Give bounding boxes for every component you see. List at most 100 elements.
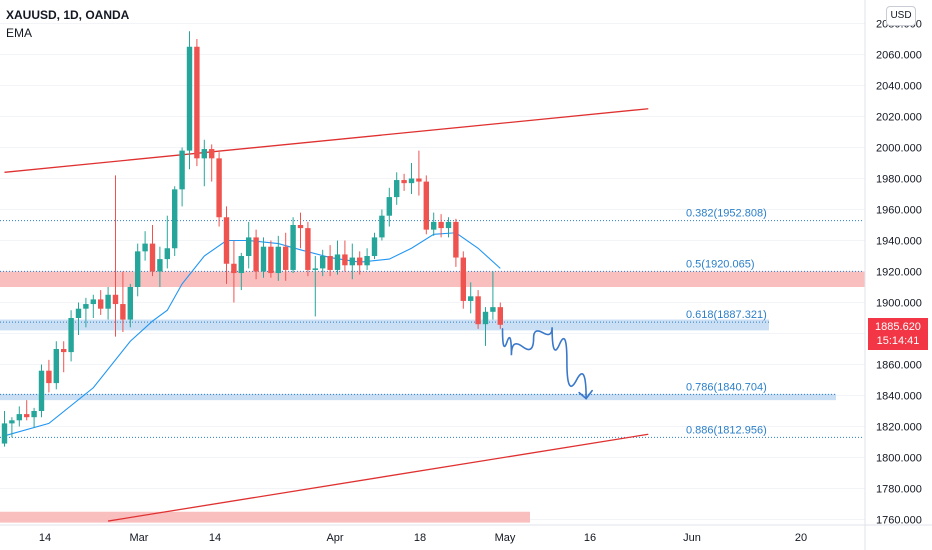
price-tick-label: 1760.000: [876, 515, 922, 527]
candle-body: [431, 221, 437, 230]
time-tick-label: 14: [209, 532, 221, 544]
candle: [334, 240, 341, 275]
candle-body: [320, 256, 326, 269]
candle-body: [127, 287, 133, 320]
candle-body: [157, 259, 163, 272]
candle: [186, 31, 193, 170]
currency-button[interactable]: USD: [886, 6, 916, 26]
candle-body: [253, 237, 259, 272]
candle-body: [290, 225, 296, 270]
candle-body: [394, 180, 400, 198]
candle: [357, 251, 363, 275]
price-tick-label: 1960.000: [876, 205, 922, 217]
last-price-badge: 1885.620: [868, 318, 928, 334]
candle: [127, 283, 133, 328]
indicator-label[interactable]: EMA: [6, 26, 33, 40]
candle: [423, 175, 429, 235]
price-axis[interactable]: 2080.0002060.0002040.0002020.0002000.000…: [876, 19, 922, 527]
candle: [209, 144, 215, 182]
candle: [490, 271, 496, 320]
time-tick-label: 16: [584, 532, 596, 544]
candle: [349, 243, 355, 280]
candle: [275, 235, 281, 281]
candle: [83, 297, 89, 328]
candle: [408, 163, 415, 194]
channel-lines: [4, 108, 649, 522]
candle: [364, 248, 370, 270]
time-tick-label: Jun: [683, 532, 701, 544]
candle: [297, 212, 304, 249]
candle: [238, 252, 244, 291]
candle: [172, 186, 178, 256]
red-zone: [0, 271, 865, 287]
candle: [394, 172, 400, 205]
candle-body: [164, 248, 170, 260]
candle: [438, 214, 444, 238]
candle-body: [68, 318, 74, 353]
candle: [68, 310, 74, 362]
candle-body: [283, 246, 289, 270]
candle-body: [31, 411, 37, 418]
candle-body: [105, 294, 111, 309]
candle-body: [194, 46, 200, 159]
candle: [445, 217, 452, 238]
time-tick-label: Mar: [130, 532, 149, 544]
candle: [231, 240, 237, 303]
candle-body: [38, 370, 45, 411]
candle: [386, 187, 392, 227]
candle: [453, 218, 459, 267]
candle-body: [75, 308, 82, 318]
candle-body: [135, 251, 141, 287]
candle-body: [490, 307, 496, 312]
price-tick-label: 2000.000: [876, 143, 922, 155]
candle: [290, 217, 296, 274]
candle-body: [24, 414, 30, 418]
candle: [201, 139, 207, 187]
candle-body: [334, 254, 341, 270]
price-tick-label: 1920.000: [876, 267, 922, 279]
candle-body: [120, 304, 126, 320]
price-tick-label: 2060.000: [876, 50, 922, 62]
candle: [164, 215, 170, 269]
candle: [38, 364, 45, 418]
candle-body: [172, 189, 178, 249]
blue-zone: [0, 393, 836, 401]
fib-label: 0.5(1920.065): [686, 258, 755, 270]
candle: [157, 246, 163, 287]
price-zones: [0, 271, 865, 523]
fib-label: 0.382(1952.808): [686, 208, 767, 220]
price-tick-label: 1940.000: [876, 236, 922, 248]
candle-body: [386, 197, 392, 216]
candle: [416, 150, 422, 196]
candle: [1, 411, 8, 447]
candle-body: [371, 237, 378, 256]
candle-body: [61, 349, 67, 353]
time-tick-label: Apr: [326, 532, 343, 544]
candle: [223, 206, 230, 284]
candle: [9, 417, 15, 438]
time-axis[interactable]: 14 Mar 14 Apr 18 May 16 Jun 20: [39, 532, 807, 544]
candle: [327, 245, 333, 277]
symbol-title: XAUUSD, 1D, OANDA: [6, 8, 130, 22]
price-tick-label: 1980.000: [876, 174, 922, 186]
blue-zone: [0, 319, 769, 331]
candle-body: [275, 246, 281, 274]
time-tick-label: 20: [795, 532, 807, 544]
price-tick-label: 2040.000: [876, 81, 922, 93]
time-tick-label: 14: [39, 532, 51, 544]
candle: [53, 341, 59, 390]
candle-body: [445, 221, 452, 229]
candle-body: [453, 221, 459, 258]
candle: [468, 282, 474, 314]
candle: [283, 232, 289, 281]
candle-body: [1, 423, 8, 444]
candle-body: [460, 257, 466, 301]
candle-body: [223, 217, 230, 264]
fib-label: 0.786(1840.704): [686, 381, 767, 393]
price-tick-label: 1900.000: [876, 298, 922, 310]
time-tick-label: 18: [414, 532, 426, 544]
candle: [46, 359, 52, 393]
candle: [253, 229, 259, 280]
candle-body: [209, 149, 215, 159]
